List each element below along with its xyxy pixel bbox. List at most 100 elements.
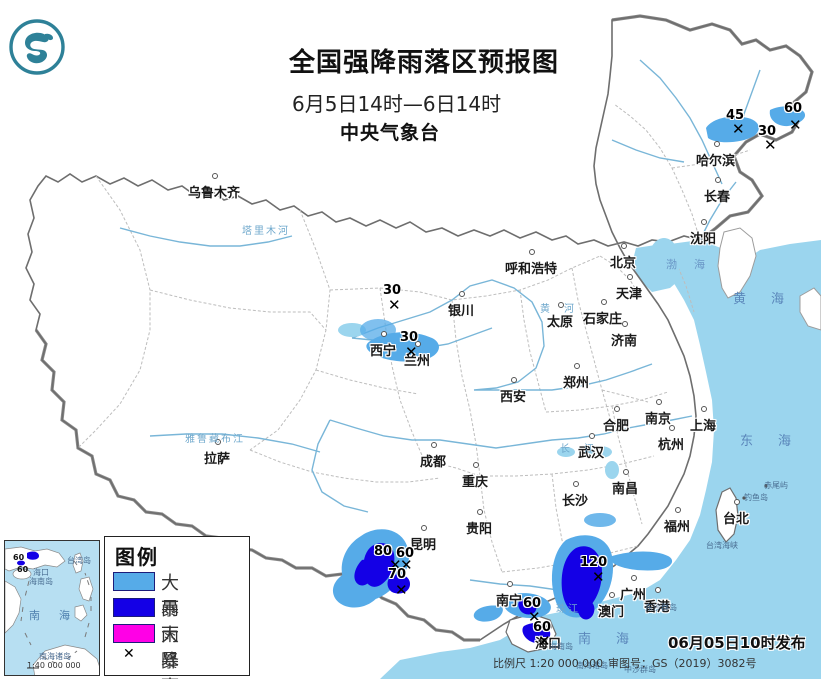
precip-center-value: 45 bbox=[726, 108, 745, 123]
city-label: 合肥 bbox=[603, 419, 630, 434]
precip-center-value: 70 bbox=[388, 567, 407, 582]
city-dot bbox=[511, 377, 517, 383]
city-dot bbox=[589, 433, 595, 439]
precip-center-value: 60 bbox=[396, 546, 415, 561]
city-label: 太原 bbox=[547, 315, 574, 330]
city-dot bbox=[627, 274, 633, 280]
inset-sea-label: 南 海 bbox=[29, 609, 74, 622]
precip-area-yunnan bbox=[332, 529, 410, 608]
legend-item-label: 降水中心值 bbox=[161, 651, 180, 679]
legend-color-swatch bbox=[113, 572, 155, 591]
precip-area-hainan bbox=[473, 593, 551, 644]
city-dot bbox=[573, 481, 579, 487]
city-label: 上海 bbox=[690, 419, 717, 434]
precip-center-value: 60 bbox=[784, 101, 803, 116]
city-dot bbox=[477, 509, 483, 515]
geo-label: 中沙群岛 bbox=[624, 665, 656, 674]
geo-label: 南海诸岛 bbox=[576, 661, 608, 670]
city-label: 石家庄 bbox=[583, 312, 623, 327]
city-dot bbox=[546, 624, 552, 630]
city-label: 南宁 bbox=[496, 594, 523, 609]
city-dot bbox=[473, 462, 479, 468]
issuing-organization: 中央气象台 bbox=[340, 122, 441, 144]
city-label: 贵阳 bbox=[466, 522, 493, 537]
precip-area-northwest bbox=[360, 319, 439, 362]
precip-center-x-icon: ✕ bbox=[538, 632, 551, 650]
city-label: 乌鲁木齐 bbox=[188, 186, 241, 201]
precip-area-jiangxi bbox=[584, 513, 616, 527]
national-boundary-ne bbox=[611, 14, 814, 242]
city-label: 长春 bbox=[704, 190, 731, 205]
geo-label: 台湾海峡 bbox=[706, 541, 738, 550]
city-label: 银川 bbox=[448, 304, 475, 319]
city-dot bbox=[529, 249, 535, 255]
geo-label: 东 海 bbox=[740, 434, 798, 449]
city-dot bbox=[631, 575, 637, 581]
city-dot bbox=[701, 219, 707, 225]
city-label: 香港 bbox=[644, 600, 671, 615]
city-label: 西宁 bbox=[370, 344, 397, 359]
precip-center-x-icon: ✕ bbox=[764, 136, 777, 154]
precip-center-x-icon: ✕ bbox=[528, 608, 541, 626]
geo-label: 长 江 bbox=[560, 444, 596, 455]
page-title: 全国强降雨落区预报图 bbox=[289, 48, 560, 78]
geo-label: 南 海 bbox=[578, 632, 636, 647]
city-label: 济南 bbox=[611, 334, 638, 349]
city-label: 杭州 bbox=[658, 438, 685, 453]
city-dot bbox=[656, 399, 662, 405]
city-dot bbox=[614, 406, 620, 412]
city-label: 成都 bbox=[420, 455, 447, 470]
city-label: 天津 bbox=[616, 287, 643, 302]
city-label: 长沙 bbox=[562, 494, 589, 509]
city-dot bbox=[507, 581, 513, 587]
legend-color-swatch bbox=[113, 624, 155, 643]
japan-landmass bbox=[799, 287, 821, 331]
geo-label: 东沙群岛 bbox=[645, 603, 677, 612]
precip-center-x-icon: ✕ bbox=[405, 343, 418, 361]
precip-center-x-icon: ✕ bbox=[395, 581, 408, 599]
precip-area-guangdong bbox=[551, 535, 673, 620]
inset-precip-value-2: 60 bbox=[17, 565, 29, 574]
precip-center-value: 30 bbox=[400, 330, 419, 345]
city-label: 广州 bbox=[620, 588, 647, 603]
city-dot bbox=[600, 299, 607, 305]
inset-label-haikou: 海口 bbox=[33, 568, 49, 577]
city-label: 重庆 bbox=[462, 475, 489, 490]
geo-label: 赤尾屿 bbox=[764, 481, 788, 490]
city-dot bbox=[715, 177, 721, 183]
city-dot bbox=[655, 587, 661, 593]
city-label: 沈阳 bbox=[690, 232, 717, 247]
forecast-period: 6月5日14时—6日14时 bbox=[292, 92, 502, 116]
city-dot bbox=[459, 291, 465, 297]
city-label: 福州 bbox=[664, 520, 691, 535]
legend-color-swatch bbox=[113, 598, 155, 617]
precip-center-value: 120 bbox=[580, 555, 608, 570]
city-label: 台北 bbox=[723, 512, 750, 527]
inset-scale-label: 1:40 000 000 bbox=[27, 661, 81, 670]
inset-precip-value-1: 60 bbox=[13, 553, 25, 562]
city-dot bbox=[713, 141, 720, 147]
city-label: 海口 bbox=[535, 637, 562, 652]
legend-title: 图例 bbox=[115, 545, 159, 569]
precip-center-x-icon: ✕ bbox=[732, 120, 745, 138]
inset-label-taiwan-island: 台湾岛 bbox=[67, 556, 91, 565]
city-dot bbox=[215, 439, 221, 445]
lakes bbox=[338, 238, 680, 479]
city-label: 哈尔滨 bbox=[696, 154, 736, 169]
legend-item-label: 暴雨 bbox=[161, 599, 180, 646]
precip-center-x-icon: ✕ bbox=[400, 556, 413, 574]
geo-label: 塔里木河 bbox=[242, 226, 290, 237]
city-dot bbox=[623, 469, 629, 475]
city-label: 昆明 bbox=[410, 538, 437, 553]
city-dot bbox=[701, 406, 707, 412]
geo-label: 海南岛 bbox=[549, 642, 573, 651]
precip-center-x-icon: ✕ bbox=[389, 556, 402, 574]
geo-label: 黄 海 bbox=[733, 292, 791, 307]
map-scale: 比例尺 1:20 000 000 bbox=[493, 657, 604, 670]
inset-label-hainan-island: 海南岛 bbox=[29, 577, 53, 586]
city-label: 兰州 bbox=[404, 354, 431, 369]
precip-center-value: 80 bbox=[374, 544, 393, 559]
legend-item-label: 大暴雨 bbox=[161, 625, 180, 679]
